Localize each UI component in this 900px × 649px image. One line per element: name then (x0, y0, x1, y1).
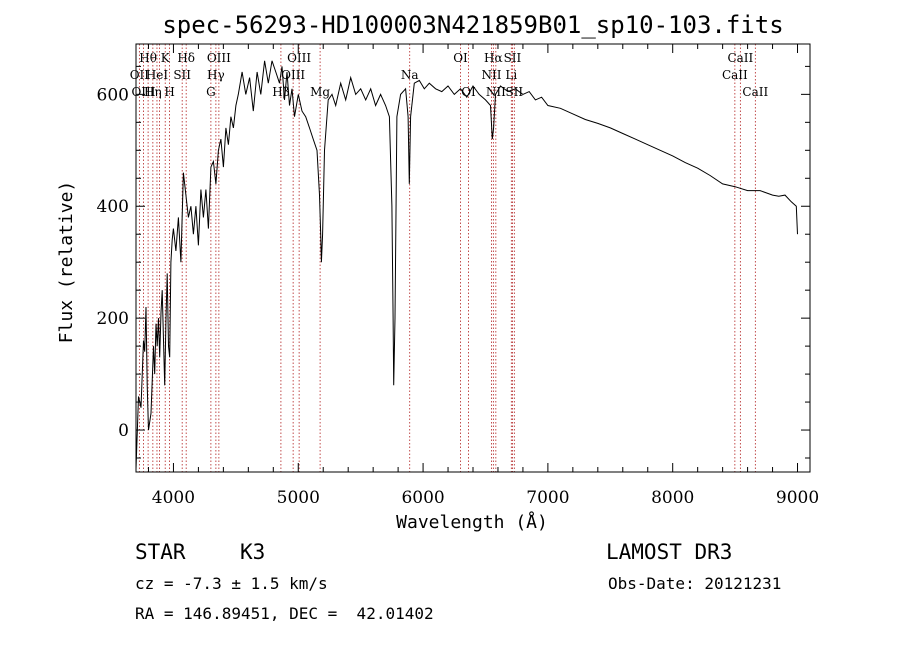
x-tick-label: 7000 (526, 488, 569, 508)
line-label: Hδ (177, 51, 195, 65)
line-label: HeI (146, 68, 169, 82)
line-label: OI (453, 51, 468, 65)
line-label: OIII (131, 85, 155, 99)
emission-line-markers (138, 44, 756, 472)
line-label: CaII (722, 68, 748, 82)
line-label: NII (481, 68, 501, 82)
line-label: CaII (727, 51, 753, 65)
line-label: Hγ (207, 68, 225, 82)
survey-name: LAMOST DR3 (606, 540, 733, 564)
observation-date: Obs-Date: 20121231 (608, 574, 782, 593)
line-label: OIII (287, 51, 311, 65)
line-label: Na (401, 68, 419, 82)
y-tick-label: 600 (97, 85, 129, 105)
line-label: Mg (310, 85, 330, 99)
object-subclass: K3 (240, 540, 266, 564)
x-axis-ticks: 4000 5000 6000 7000 8000 9000 (147, 44, 819, 508)
chart-title: spec-56293-HD100003N421859B01_sp10-103.f… (162, 11, 783, 39)
line-label: Li (505, 68, 517, 82)
redshift-cz: cz = -7.3 ± 1.5 km/s (135, 574, 328, 593)
x-tick-label: 8000 (651, 488, 694, 508)
y-axis-ticks: 0 200 400 600 (97, 65, 810, 459)
line-label: Hη (144, 85, 162, 99)
y-tick-label: 0 (118, 421, 129, 441)
y-tick-label: 200 (97, 309, 129, 329)
line-label: SII (173, 68, 191, 82)
line-label: K (161, 51, 171, 65)
line-label: Hθ (139, 51, 157, 65)
line-label: G (206, 85, 216, 99)
x-tick-label: 9000 (776, 488, 819, 508)
line-label: H (164, 85, 174, 99)
line-label: Hα (484, 51, 503, 65)
y-tick-label: 400 (97, 197, 129, 217)
line-label: OIII (207, 51, 231, 65)
line-label: OIII (281, 68, 305, 82)
line-label: Hβ (272, 85, 289, 99)
line-label: CaII (742, 85, 768, 99)
x-axis-label: Wavelength (Å) (396, 511, 548, 533)
flux-series-line (135, 60, 798, 470)
coordinates: RA = 146.89451, DEC = 42.01402 (135, 604, 434, 623)
line-label: OII (130, 68, 150, 82)
line-label: NII (486, 85, 506, 99)
object-class: STAR (135, 540, 186, 564)
x-tick-label: 4000 (152, 488, 195, 508)
line-label: SII (504, 51, 522, 65)
x-tick-label: 5000 (277, 488, 320, 508)
y-axis-label: Flux (relative) (56, 181, 77, 344)
plot-frame (135, 43, 811, 473)
line-label: SII (505, 85, 523, 99)
x-tick-label: 6000 (401, 488, 444, 508)
